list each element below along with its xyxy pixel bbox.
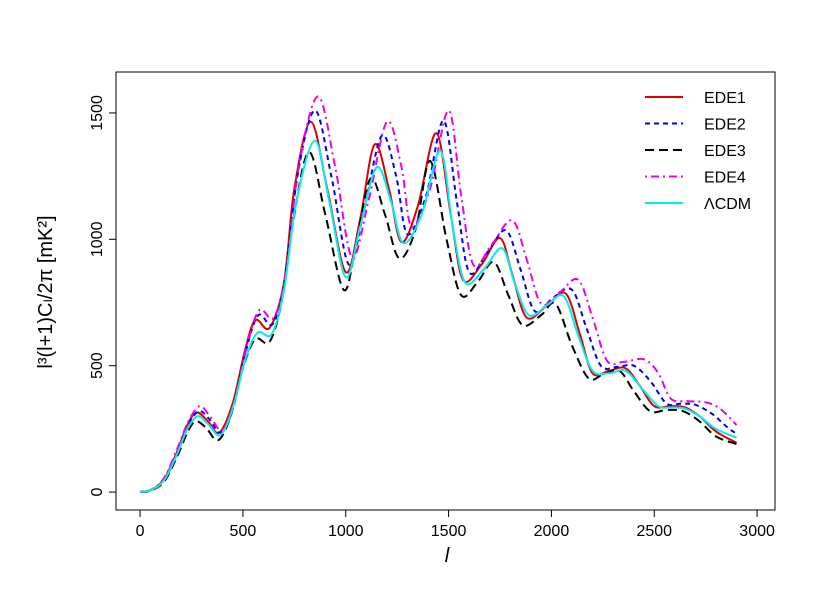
series-line [139,109,738,494]
series-line [139,95,738,494]
legend-label: EDE3 [704,143,746,160]
x-tick-label: 2500 [636,523,672,540]
series-line [139,139,737,494]
plot-frame [115,71,776,511]
x-tick-label: 500 [230,523,257,540]
x-tick-label: 1500 [431,523,467,540]
x-tick-label: 3000 [739,523,775,540]
legend-label: ΛCDM [704,196,751,213]
legend-label: EDE1 [704,90,746,107]
legend-label: EDE4 [704,170,746,187]
y-tick-label: 500 [89,352,106,379]
x-tick-label: 1000 [328,523,364,540]
y-tick-label: 1000 [89,221,106,257]
x-tick-label: 0 [136,523,145,540]
legend-label: EDE2 [704,117,746,134]
x-axis-label: l [445,545,450,567]
y-tick-label: 0 [89,488,106,497]
y-axis-label: l³(l+1)Cₗ/2π [mK²] [35,215,57,368]
series-line [139,151,737,494]
y-tick-label: 1500 [89,95,106,131]
x-tick-label: 2000 [534,523,570,540]
series-line [139,120,738,494]
